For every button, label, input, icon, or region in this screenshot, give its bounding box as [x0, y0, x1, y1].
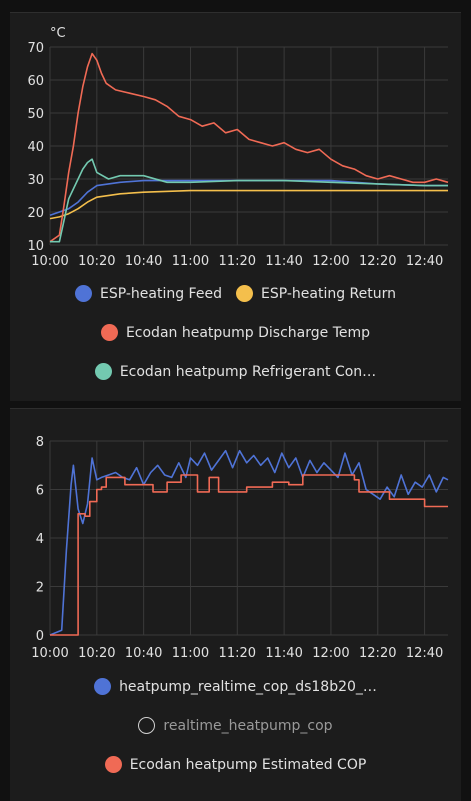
legend-label: Ecodan heatpump Discharge Temp	[125, 324, 371, 341]
cop-chart[interactable]: 0 2 4 6 8 10:00 10:20 10:40 11:00 11:20 11:40 12:00…	[10, 409, 461, 669]
y-tick-label: 2	[36, 581, 44, 596]
series-line-0[interactable]	[49, 179, 448, 217]
legend-item-realtime-cop-ds18b20[interactable]: heatpump_realtime_cop_ds18b20_…	[94, 678, 377, 695]
series-line-3[interactable]	[50, 158, 448, 243]
x-tick-label: 10:00	[31, 254, 68, 269]
cop-chart-card: 0 2 4 6 8 10:00 10:20 10:40 11:00 11:20 11:40 12:00…	[10, 408, 461, 801]
x-tick-label: 10:00	[31, 646, 68, 661]
y-tick-label: 70	[27, 41, 44, 56]
series-line-0[interactable]	[49, 449, 449, 636]
y-tick-label: 0	[36, 629, 44, 644]
temperature-chart[interactable]: 10 20 30 40 50 60 70 10:00 10:20 10:40 11:00 11:20 1…	[10, 13, 461, 283]
x-tick-label: 12:20	[359, 646, 396, 661]
y-tick-label: 4	[36, 532, 44, 547]
legend-dot	[94, 363, 112, 380]
legend-label: Ecodan heatpump Estimated COP	[129, 756, 367, 773]
legend-item-estimated-cop[interactable]: Ecodan heatpump Estimated COP	[104, 756, 367, 773]
x-tick-label: 10:40	[125, 254, 162, 269]
y-tick-label: 30	[27, 173, 44, 188]
legend-item-esp-heating-feed[interactable]: ESP-heating Feed	[74, 285, 222, 302]
grid	[49, 440, 448, 636]
x-tick-label: 10:20	[78, 646, 115, 661]
y-tick-label: 8	[36, 435, 44, 450]
grid	[49, 46, 448, 246]
legend-item-realtime-heatpump-cop[interactable]: realtime_heatpump_cop	[138, 717, 333, 734]
legend-row-2: Ecodan heatpump Discharge Temp	[10, 324, 461, 341]
legend-row-6: Ecodan heatpump Estimated COP	[10, 756, 461, 773]
series-line-2[interactable]	[50, 474, 448, 636]
y-tick-label: 50	[27, 107, 44, 122]
x-tick-label: 11:40	[265, 646, 302, 661]
legend-label: realtime_heatpump_cop	[163, 717, 333, 734]
legend-label: Ecodan heatpump Refrigerant Con…	[119, 363, 377, 380]
x-tick-label: 12:00	[312, 254, 349, 269]
legend-dot	[74, 285, 92, 302]
y-tick-label: 40	[27, 140, 44, 155]
y-tick-label: 20	[27, 206, 44, 221]
legend-label: heatpump_realtime_cop_ds18b20_…	[119, 678, 377, 695]
x-tick-label: 10:20	[78, 254, 115, 269]
legend-row-4: heatpump_realtime_cop_ds18b20_…	[10, 678, 461, 695]
temperature-chart-card: 10 20 30 40 50 60 70 10:00 10:20 10:40 11:00 11:20 1…	[10, 12, 461, 401]
x-tick-label: 11:00	[172, 254, 209, 269]
x-tick-label: 12:40	[406, 254, 443, 269]
series-line-2[interactable]	[49, 52, 449, 243]
legend-row-5: realtime_heatpump_cop	[10, 717, 461, 734]
legend-item-refrigerant-con[interactable]: Ecodan heatpump Refrigerant Con…	[94, 363, 377, 380]
x-tick-label: 12:00	[312, 646, 349, 661]
y-unit-label: °C	[50, 26, 66, 41]
x-tick-label: 11:20	[219, 254, 256, 269]
series-line-1[interactable]	[49, 189, 448, 220]
x-tick-label: 12:40	[406, 646, 443, 661]
legend-dot	[235, 285, 253, 302]
y-tick-label: 10	[27, 239, 44, 254]
legend-dot	[100, 324, 118, 341]
legend-label: ESP-heating Return	[260, 285, 396, 302]
x-tick-label: 10:40	[125, 646, 162, 661]
x-tick-label: 11:40	[265, 254, 302, 269]
y-tick-label: 6	[36, 484, 44, 499]
y-tick-label: 60	[27, 74, 44, 89]
x-tick-label: 12:20	[359, 254, 396, 269]
legend-dot	[94, 678, 112, 695]
legend-row-3: Ecodan heatpump Refrigerant Con…	[10, 363, 461, 380]
legend-row-1: ESP-heating Feed ESP-heating Return	[10, 285, 461, 302]
legend-dot	[104, 756, 122, 773]
legend-label: ESP-heating Feed	[99, 285, 222, 302]
x-tick-label: 11:00	[172, 646, 209, 661]
legend-dot-hollow	[138, 717, 156, 734]
x-tick-label: 11:20	[219, 646, 256, 661]
legend-item-discharge-temp[interactable]: Ecodan heatpump Discharge Temp	[100, 324, 371, 341]
legend-item-esp-heating-return[interactable]: ESP-heating Return	[235, 285, 396, 302]
